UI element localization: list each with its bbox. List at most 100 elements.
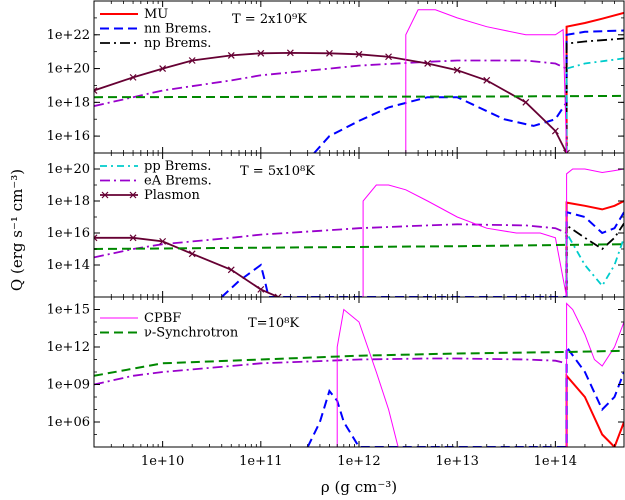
series-plasmon-marker	[188, 57, 196, 64]
series-plasmon-marker	[257, 49, 265, 57]
series-pp-line	[565, 57, 624, 153]
legend-entry: MU	[100, 7, 168, 22]
legend-entry: nn Brems.	[100, 22, 211, 37]
series-eA-line	[94, 59, 567, 107]
panel-1-ytick-labels: 1e+14 1e+16 1e+18 1e+20	[47, 162, 90, 273]
series-plasmon-marker	[129, 73, 137, 81]
legend-entry: ν-Synchrotron	[100, 326, 239, 341]
legend-label: np Brems.	[144, 36, 211, 51]
series-nn-line	[313, 29, 624, 153]
series-cpbf-line	[336, 302, 624, 447]
legend-label: MU	[144, 7, 168, 22]
legend-entry: eA Brems.	[100, 174, 212, 189]
legend-label: CPBF	[144, 311, 181, 326]
x-tick-label: 1e+11	[239, 454, 282, 469]
y-tick-label: 1e+06	[47, 415, 90, 430]
series-plasmon-marker	[188, 250, 196, 258]
series-plasmon-marker	[159, 65, 167, 72]
series-plasmon-marker	[326, 49, 333, 57]
series-plasmon-marker	[227, 51, 235, 59]
y-tick-label: 1e+18	[47, 194, 90, 209]
panel-0-temperature-label: T = 2x10⁹K	[232, 12, 307, 27]
series-plasmon-marker	[286, 49, 294, 57]
legend-label: Plasmon	[144, 188, 200, 203]
series-plasmon-marker	[227, 266, 235, 274]
y-tick-label: 1e+09	[47, 378, 90, 393]
panel-1-temperature-label: T = 5x10⁸K	[240, 164, 315, 179]
y-tick-label: 1e+16	[47, 129, 90, 144]
series-plasmon-marker	[563, 149, 570, 153]
series-np-line	[565, 222, 624, 297]
y-tick-label: 1e+14	[47, 258, 90, 273]
legend-entry: CPBF	[100, 311, 181, 326]
series-plasmon-marker	[129, 234, 137, 242]
series-cpbf-line	[362, 168, 624, 297]
series-pp-line	[565, 229, 624, 297]
panel-1-series	[94, 168, 624, 297]
y-tick-label: 1e+12	[47, 340, 90, 355]
series-MU-line	[565, 373, 624, 447]
panel-1-legend: pp Brems.eA Brems.Plasmon	[100, 159, 212, 203]
series-plasmon-marker	[424, 60, 432, 67]
series-sync-line	[94, 243, 624, 250]
series-plasmon-line	[94, 236, 280, 297]
y-axis-title: Q (erg s⁻¹ cm⁻³)	[8, 169, 26, 291]
series-nn-line	[221, 210, 624, 297]
x-tick-label: 1e+13	[435, 454, 478, 469]
panel-2-ytick-labels: 1e+06 1e+09 1e+12 1e+15	[47, 303, 90, 431]
panel-0-series	[94, 9, 624, 153]
series-plasmon-marker	[385, 53, 392, 61]
y-tick-label: 1e+18	[47, 95, 90, 110]
legend-label: pp Brems.	[144, 159, 211, 174]
legend-entry: np Brems.	[100, 36, 211, 51]
x-tick-labels: 1e+10 1e+11 1e+12 1e+13 1e+14	[141, 454, 577, 469]
series-plasmon-marker	[522, 98, 530, 106]
y-tick-label: 1e+16	[47, 226, 90, 241]
legend-marker	[101, 191, 109, 199]
legend-label: eA Brems.	[144, 174, 212, 189]
panel-0-ticks	[93, 0, 625, 154]
y-tick-label: 1e+15	[47, 303, 90, 318]
x-axis-title: ρ (g cm⁻³)	[321, 478, 397, 496]
series-plasmon-marker	[257, 285, 265, 293]
series-MU-line	[565, 200, 624, 297]
series-plasmon-marker	[94, 87, 98, 94]
series-plasmon-marker	[453, 66, 461, 74]
panel-0-ytick-labels: 1e+16 1e+18 1e+20 1e+22	[47, 28, 90, 144]
series-cpbf-line	[405, 9, 568, 153]
y-axis-title-group: Q (erg s⁻¹ cm⁻³)	[8, 169, 26, 291]
series-MU-line	[565, 11, 624, 153]
series-plasmon-marker	[551, 127, 559, 135]
panel-1: 1e+14 1e+16 1e+18 1e+20 pp Brems.eA Brems.P…	[47, 152, 625, 298]
legend-entry: pp Brems.	[100, 159, 211, 174]
series-plasmon-marker	[274, 293, 282, 297]
y-tick-label: 1e+20	[47, 62, 90, 77]
panel-2-series	[94, 302, 624, 447]
panel-1-ticks	[93, 152, 625, 298]
series-nn-line	[306, 343, 624, 447]
x-tick-label: 1e+14	[534, 454, 577, 469]
series-eA-line	[94, 357, 567, 386]
series-eA-line	[94, 223, 567, 259]
legend-label: ν-Synchrotron	[144, 326, 239, 341]
series-plasmon-marker	[355, 50, 363, 58]
series-plasmon-marker	[159, 237, 167, 245]
series-plasmon-line	[94, 51, 568, 153]
legend-entry: Plasmon	[100, 188, 200, 203]
legend-marker	[129, 191, 137, 199]
x-tick-label: 1e+10	[141, 454, 184, 469]
panel-2-temperature-label: T=10⁸K	[248, 316, 299, 331]
legend-label: nn Brems.	[144, 22, 211, 37]
series-sync-line	[94, 94, 624, 99]
series-plasmon-marker	[94, 234, 98, 242]
series-plasmon-marker	[483, 76, 491, 84]
y-tick-label: 1e+20	[47, 162, 90, 177]
series-sync-line	[94, 349, 624, 377]
panel-2-ticks	[93, 296, 625, 448]
y-tick-label: 1e+22	[47, 28, 90, 43]
